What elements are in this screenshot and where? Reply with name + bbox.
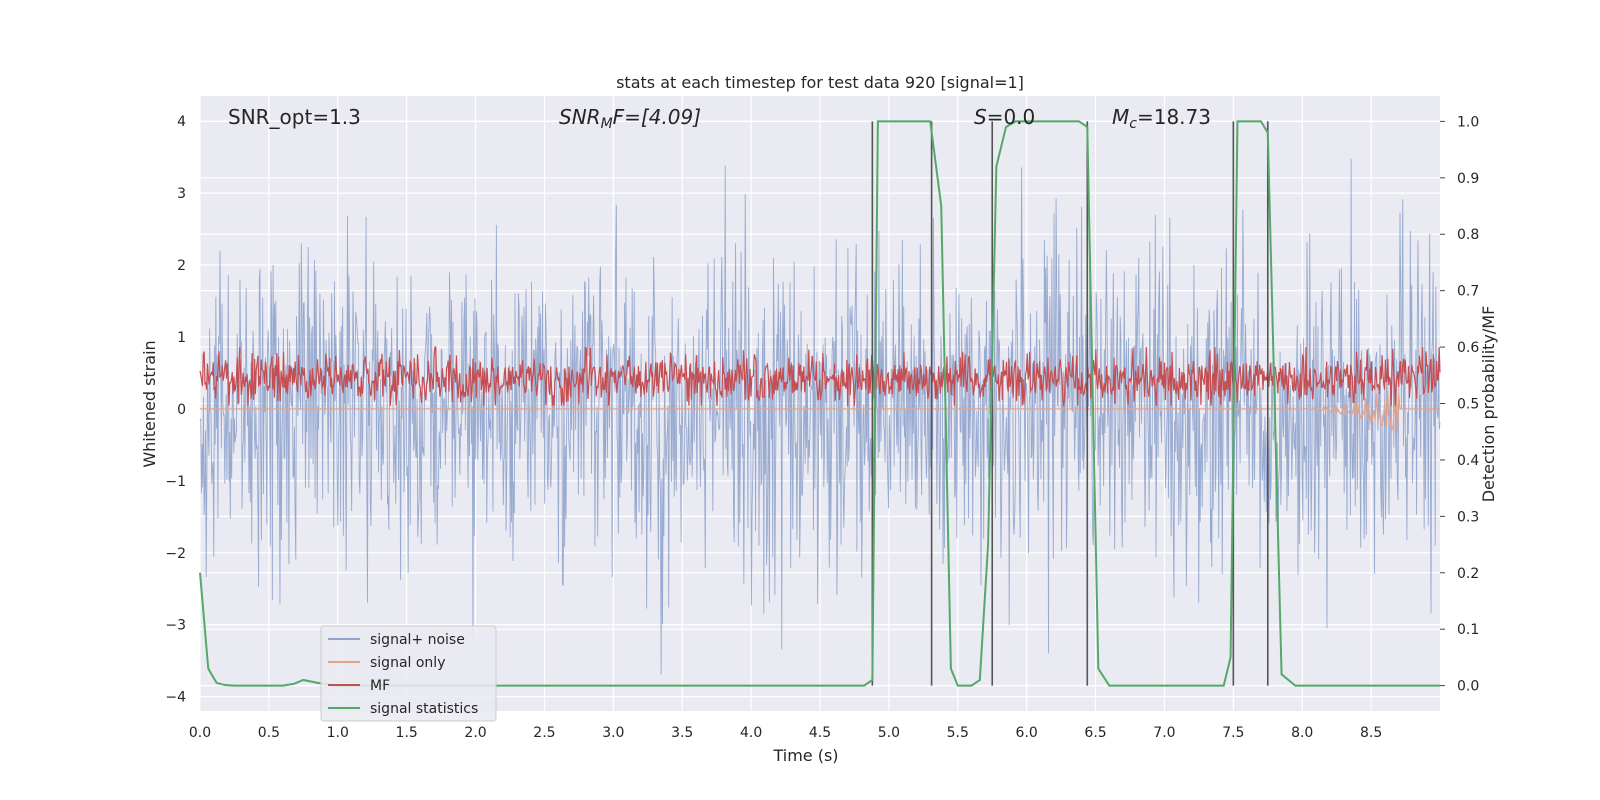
annotation-mc: Mc=18.73 — [1112, 105, 1211, 132]
x-tick-label: 8.5 — [1360, 725, 1382, 741]
x-tick-label: 5.5 — [947, 725, 969, 741]
y2-tick-label: 0.0 — [1457, 679, 1479, 695]
legend-label-mf: MF — [370, 678, 390, 694]
x-tick-label: 2.5 — [533, 725, 555, 741]
tick-labels: 0.0 0.5 1.0 1.5 2.0 2.5 3.0 3.5 4.0 4.5 5.0 5.5 6.0 6… — [165, 114, 1479, 741]
y2-tick-label: 0.2 — [1457, 566, 1479, 582]
x-tick-label: 6.5 — [1084, 725, 1106, 741]
x-tick-label: 0.5 — [258, 725, 280, 741]
y2-tick-label: 0.1 — [1457, 622, 1479, 638]
signal-statistics-line — [199, 120, 1440, 687]
legend: signal+ noise signal only MF signal stat… — [320, 625, 497, 722]
y-tick-label: 0 — [177, 402, 186, 418]
y2-tick-label: 0.6 — [1457, 340, 1479, 356]
y2-tick-label: 0.3 — [1457, 509, 1479, 525]
annotation-snr-mf: SNRMF=[4.09] — [559, 105, 701, 132]
y2-tick-label: 0.9 — [1457, 171, 1479, 187]
x-tick-label: 1.5 — [396, 725, 418, 741]
x-tick-label: 1.0 — [327, 725, 349, 741]
x-tick-label: 0.0 — [189, 725, 211, 741]
y-tick-label: 3 — [177, 186, 186, 202]
chart-title: stats at each timestep for test data 920… — [616, 73, 1024, 92]
x-tick-label: 4.5 — [809, 725, 831, 741]
y2-axis-title: Detection probability/MF — [1479, 306, 1498, 503]
y2-tick-label: 1.0 — [1457, 114, 1479, 130]
y-tick-label: 2 — [177, 258, 186, 274]
y-tick-label: −4 — [165, 690, 186, 706]
y-tick-label: −1 — [165, 474, 186, 490]
annotation-snr-opt: SNR_opt=1.3 — [228, 105, 361, 129]
x-axis-title: Time (s) — [772, 746, 838, 765]
y-tick-label: 1 — [177, 330, 186, 346]
annotation-s: S=0.0 — [974, 105, 1035, 129]
y-tick-label: −3 — [165, 618, 186, 634]
x-tick-label: 8.0 — [1291, 725, 1313, 741]
x-tick-label: 2.0 — [464, 725, 486, 741]
signal-statistics-series — [199, 120, 1440, 687]
x-tick-label: 7.0 — [1153, 725, 1175, 741]
legend-label-signal-statistics: signal statistics — [370, 701, 478, 717]
x-tick-label: 3.0 — [602, 725, 624, 741]
y-axis-title: Whitened strain — [140, 340, 159, 467]
y2-tick-label: 0.5 — [1457, 397, 1479, 413]
legend-label-signal-only: signal only — [370, 655, 445, 671]
legend-label-signal-noise: signal+ noise — [370, 632, 465, 648]
x-tick-label: 4.0 — [740, 725, 762, 741]
y2-tick-label: 0.8 — [1457, 227, 1479, 243]
y2-tick-label: 0.7 — [1457, 284, 1479, 300]
x-tick-label: 5.0 — [878, 725, 900, 741]
y-tick-label: 4 — [177, 114, 186, 130]
x-tick-label: 3.5 — [671, 725, 693, 741]
y2-tick-label: 0.4 — [1457, 453, 1479, 469]
y-tick-label: −2 — [165, 546, 186, 562]
x-tick-label: 6.0 — [1016, 725, 1038, 741]
legend-box — [320, 625, 497, 722]
x-tick-label: 7.5 — [1222, 725, 1244, 741]
